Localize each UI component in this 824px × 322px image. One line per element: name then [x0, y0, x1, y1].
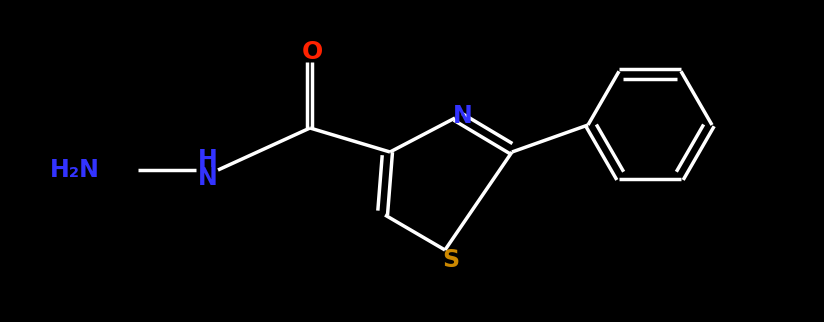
Text: N: N: [198, 166, 218, 190]
Text: H₂N: H₂N: [50, 158, 100, 182]
Text: S: S: [442, 248, 460, 272]
Text: H: H: [198, 148, 218, 172]
Text: O: O: [302, 40, 323, 64]
Text: N: N: [453, 104, 473, 128]
